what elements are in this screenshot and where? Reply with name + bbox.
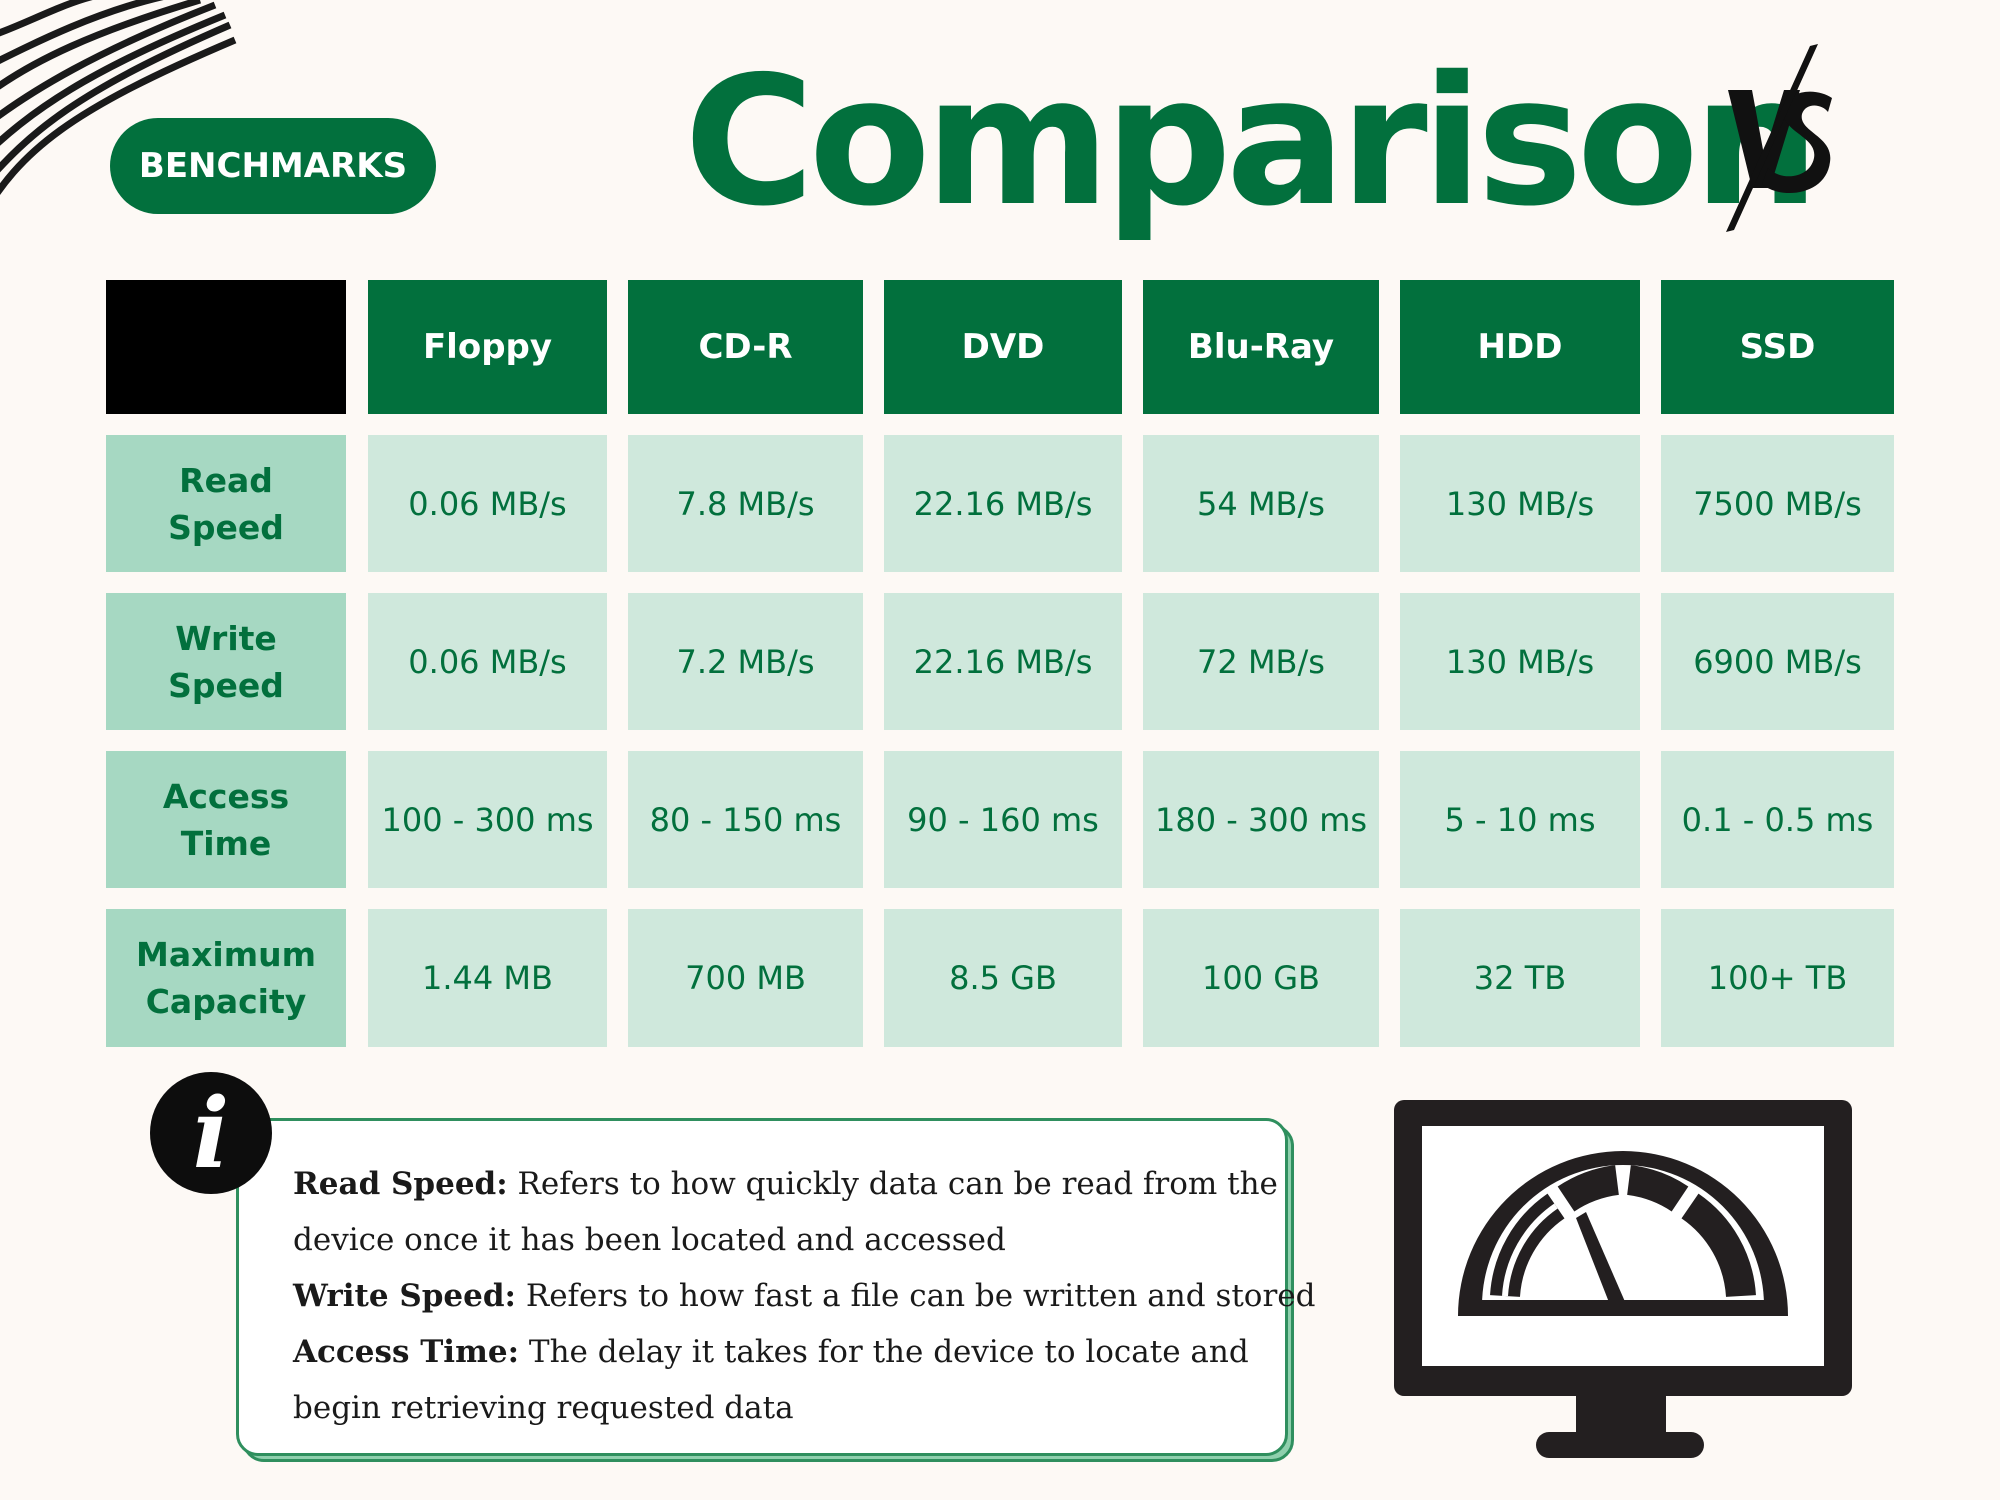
row-header-read-speed: Read Speed <box>106 435 346 572</box>
table-cell: 7.2 MB/s <box>628 593 863 730</box>
table-cell: 0.1 - 0.5 ms <box>1661 751 1894 888</box>
definition-term: Write Speed: <box>293 1278 516 1314</box>
table-cell: 8.5 GB <box>884 909 1122 1047</box>
speedometer-monitor-icon <box>1394 1100 1852 1458</box>
definition-text: The delay it takes for the device to loc… <box>519 1334 1249 1370</box>
definition-line: Write Speed: Refers to how fast a file c… <box>293 1268 1315 1324</box>
table-cell: 22.16 MB/s <box>884 593 1122 730</box>
table-corner <box>106 280 346 414</box>
table-cell: 7500 MB/s <box>1661 435 1894 572</box>
info-icon: i <box>150 1072 272 1194</box>
column-header-floppy: Floppy <box>368 280 607 414</box>
definition-text: Refers to how quickly data can be read f… <box>507 1166 1278 1202</box>
column-header-ssd: SSD <box>1661 280 1894 414</box>
column-header-dvd: DVD <box>884 280 1122 414</box>
definition-text: Refers to how fast a file can be written… <box>516 1278 1316 1314</box>
table-cell: 700 MB <box>628 909 863 1047</box>
table-cell: 1.44 MB <box>368 909 607 1047</box>
table-cell: 22.16 MB/s <box>884 435 1122 572</box>
row-header-line: Read <box>179 460 273 500</box>
definition-line: Access Time: The delay it takes for the … <box>293 1324 1265 1380</box>
table-cell: 54 MB/s <box>1143 435 1379 572</box>
column-header-cd-r: CD-R <box>628 280 863 414</box>
table-cell: 0.06 MB/s <box>368 435 607 572</box>
definition-term: Access Time: <box>293 1334 520 1370</box>
table-cell: 130 MB/s <box>1400 593 1640 730</box>
definition-term: Read Speed: <box>293 1166 508 1202</box>
definition-line: device once it has been located and acce… <box>293 1212 1265 1268</box>
table-cell: 72 MB/s <box>1143 593 1379 730</box>
row-header-line: Maximum <box>136 935 316 974</box>
row-header-access-time: Access Time <box>106 751 346 888</box>
table-cell: 32 TB <box>1400 909 1640 1047</box>
column-header-blu-ray: Blu-Ray <box>1143 280 1379 414</box>
benchmarks-badge: BENCHMARKS <box>110 118 436 214</box>
definition-line: Read Speed: Refers to how quickly data c… <box>293 1156 1278 1212</box>
table-cell: 100 - 300 ms <box>368 751 607 888</box>
definitions-box: Read Speed: Refers to how quickly data c… <box>236 1118 1315 1456</box>
table-cell: 100 GB <box>1143 909 1379 1047</box>
table-cell: 0.06 MB/s <box>368 593 607 730</box>
row-header-line: Speed <box>168 507 284 547</box>
row-header-line: Time <box>180 823 272 863</box>
stripes-decoration <box>0 0 237 196</box>
table-cell: 180 - 300 ms <box>1143 751 1379 888</box>
row-header-line: Capacity <box>145 982 307 1021</box>
page-title: Comparison <box>684 38 1820 245</box>
definition-text: device once it has been located and acce… <box>293 1222 1006 1258</box>
column-header-hdd: HDD <box>1400 280 1640 414</box>
table-cell: 7.8 MB/s <box>628 435 863 572</box>
definition-text: begin retrieving requested data <box>293 1390 794 1426</box>
row-header-line: Access <box>162 776 290 816</box>
definition-line: begin retrieving requested data <box>293 1380 1265 1436</box>
vs-logo-icon <box>1726 44 1832 232</box>
table-cell: 5 - 10 ms <box>1400 751 1640 888</box>
row-header-maximum-capacity: Maximum Capacity <box>106 909 346 1047</box>
row-header-write-speed: Write Speed <box>106 593 346 730</box>
table-cell: 80 - 150 ms <box>628 751 863 888</box>
table-cell: 90 - 160 ms <box>884 751 1122 888</box>
table-cell: 100+ TB <box>1661 909 1894 1047</box>
row-header-line: Speed <box>168 665 284 705</box>
table-cell: 6900 MB/s <box>1661 593 1894 730</box>
table-cell: 130 MB/s <box>1400 435 1640 572</box>
row-header-line: Write <box>175 618 277 658</box>
